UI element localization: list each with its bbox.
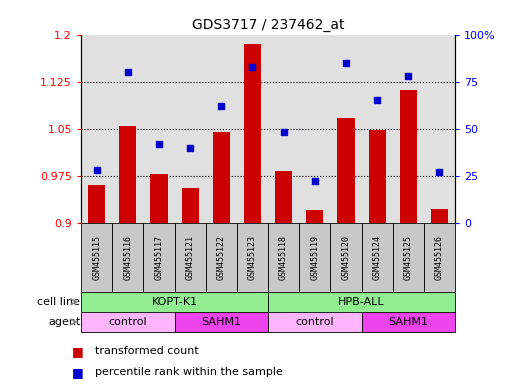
Text: GSM455120: GSM455120	[342, 235, 350, 280]
Text: GSM455115: GSM455115	[92, 235, 101, 280]
Bar	[369, 130, 385, 223]
Bar	[213, 132, 230, 223]
Text: GSM455123: GSM455123	[248, 235, 257, 280]
Bar	[431, 209, 448, 223]
Bar	[299, 223, 331, 291]
Bar	[175, 223, 206, 291]
Text: GSM455116: GSM455116	[123, 235, 132, 280]
Bar	[81, 291, 268, 312]
Bar	[361, 312, 455, 332]
Bar	[244, 44, 261, 223]
Bar	[331, 223, 361, 291]
Bar	[143, 223, 175, 291]
Bar	[81, 223, 112, 291]
Bar	[88, 185, 105, 223]
Bar	[175, 312, 268, 332]
Text: GSM455124: GSM455124	[372, 235, 382, 280]
Text: HPB-ALL: HPB-ALL	[338, 297, 385, 307]
Text: GSM455126: GSM455126	[435, 235, 444, 280]
Bar	[268, 312, 361, 332]
Bar	[237, 223, 268, 291]
Text: control: control	[108, 317, 147, 327]
Bar	[400, 90, 417, 223]
Point	[404, 73, 413, 79]
Bar	[306, 210, 323, 223]
Text: SAHM1: SAHM1	[388, 317, 428, 327]
Point	[217, 103, 225, 109]
Text: GSM455121: GSM455121	[186, 235, 195, 280]
Point	[373, 98, 381, 104]
Bar	[424, 223, 455, 291]
Bar	[268, 223, 299, 291]
Text: control: control	[295, 317, 334, 327]
Point	[155, 141, 163, 147]
Text: GSM455125: GSM455125	[404, 235, 413, 280]
Text: transformed count: transformed count	[96, 346, 199, 356]
Point	[279, 129, 288, 136]
Text: GSM455119: GSM455119	[310, 235, 319, 280]
Point	[435, 169, 444, 175]
Text: SAHM1: SAHM1	[201, 317, 241, 327]
Point	[93, 167, 101, 173]
Text: ■: ■	[72, 345, 84, 358]
Bar	[181, 188, 199, 223]
Text: percentile rank within the sample: percentile rank within the sample	[96, 367, 283, 377]
Bar	[206, 223, 237, 291]
Text: agent: agent	[48, 317, 81, 327]
Bar	[81, 312, 175, 332]
Point	[123, 69, 132, 75]
Point	[248, 63, 257, 70]
Bar	[119, 126, 137, 223]
Bar	[393, 223, 424, 291]
Text: ■: ■	[72, 366, 84, 379]
Point	[342, 60, 350, 66]
Text: GSM455117: GSM455117	[154, 235, 164, 280]
Bar	[268, 291, 455, 312]
Point	[186, 144, 195, 151]
Bar	[151, 174, 167, 223]
Point	[311, 178, 319, 184]
Text: cell line: cell line	[38, 297, 81, 307]
Bar	[361, 223, 393, 291]
Title: GDS3717 / 237462_at: GDS3717 / 237462_at	[192, 18, 344, 32]
Text: KOPT-K1: KOPT-K1	[152, 297, 198, 307]
Text: GSM455122: GSM455122	[217, 235, 226, 280]
Bar	[112, 223, 143, 291]
Bar	[275, 171, 292, 223]
Text: GSM455118: GSM455118	[279, 235, 288, 280]
Bar	[337, 118, 355, 223]
